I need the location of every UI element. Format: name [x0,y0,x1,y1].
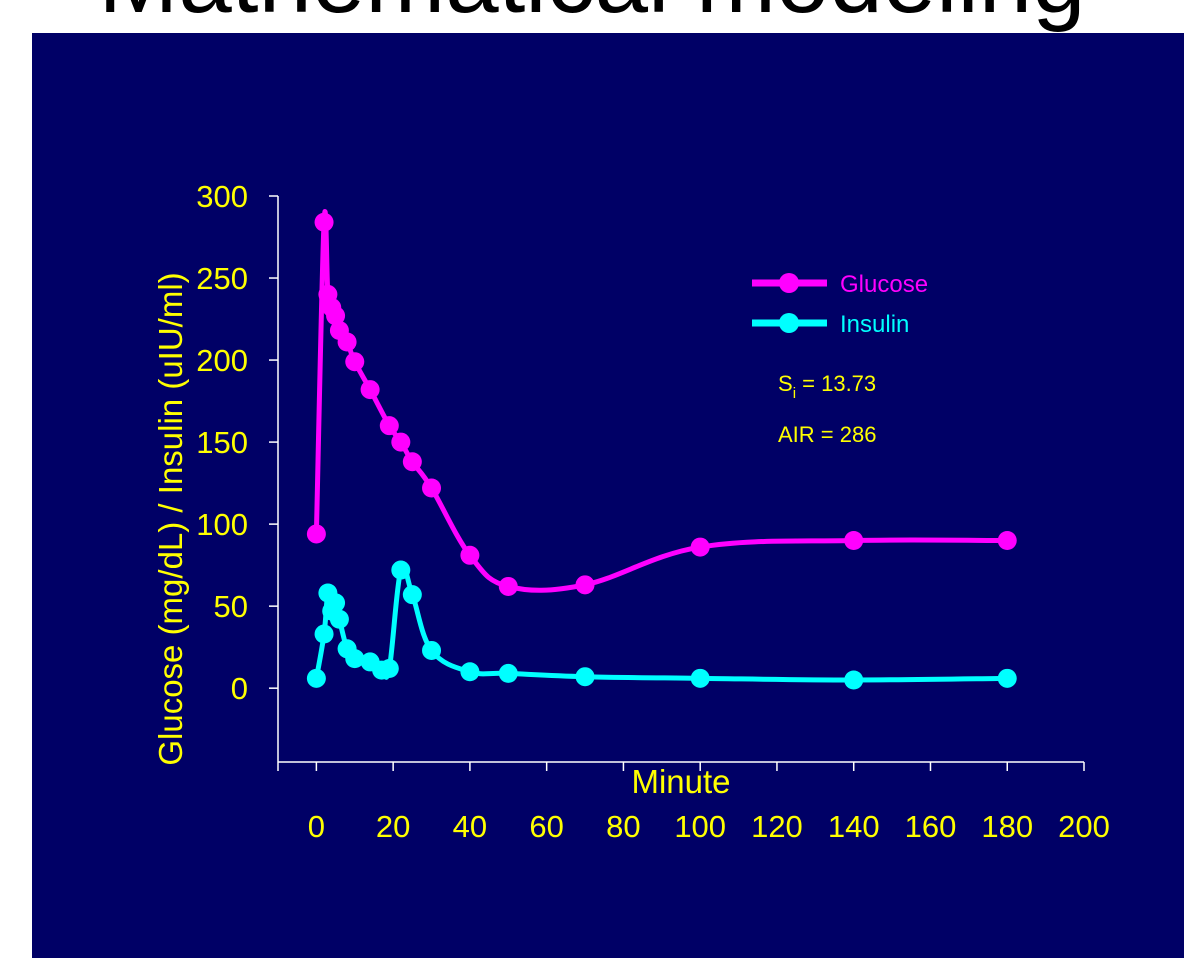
chart-panel: 0 50 100 150 200 250 300 0 20 40 60 80 100 120 140 160 1… [32,33,1184,958]
y-tick-label: 100 [196,507,248,542]
si-value: = 13.73 [796,371,876,396]
legend-item-glucose: Glucose [752,271,928,298]
x-tick-label: 80 [606,809,640,844]
x-tick-label: 60 [529,809,563,844]
si-symbol: S [778,371,793,396]
glucose-point [337,332,357,352]
glucose-point [306,524,326,544]
glucose-point [314,212,334,232]
insulin-point [997,668,1017,688]
axes: 0 50 100 150 200 250 300 0 20 40 60 80 100 120 140 160 1… [196,179,1110,844]
si-annotation: Si = 13.73 [778,371,876,402]
x-tick-label: 180 [981,809,1033,844]
glucose-point [498,576,518,596]
glucose-point [575,575,595,595]
legend-item-insulin: Insulin [752,311,909,338]
chart-svg: 0 50 100 150 200 250 300 0 20 40 60 80 100 120 140 160 1… [152,179,1110,844]
glucose-point [360,380,380,400]
x-tick-label: 0 [308,809,325,844]
insulin-line [313,563,1010,683]
glucose-point [379,416,399,436]
insulin-point [306,668,326,688]
y-tick-label: 0 [231,671,248,706]
insulin-point [391,560,411,580]
glucose-point [844,531,864,551]
x-tick-label: 120 [751,809,803,844]
insulin-point [379,658,399,678]
glucose-point [345,352,365,372]
insulin-point [460,662,480,682]
x-tick-label: 100 [674,809,726,844]
glucose-line [313,209,1010,593]
slide-title: Mathematical modeling [0,0,1184,35]
insulin-point [345,649,365,669]
glucose-point [690,537,710,557]
x-tick-label: 200 [1058,809,1110,844]
glucose-point [997,531,1017,551]
x-tick-label: 140 [828,809,880,844]
glucose-point [326,306,346,326]
insulin-point [402,585,422,605]
air-annotation: AIR = 286 [778,422,876,447]
x-tick-label: 40 [453,809,487,844]
insulin-point [314,624,334,644]
x-axis-title: Minute [631,763,730,800]
y-tick-label: 200 [196,343,248,378]
legend-insulin-marker [779,313,799,333]
legend-glucose-label: Glucose [840,271,928,298]
insulin-point [329,609,349,629]
annotations: Si = 13.73 AIR = 286 [778,371,876,447]
insulin-point [844,670,864,690]
glucose-point [391,432,411,452]
si-subscript: i [793,385,796,402]
insulin-point [422,640,442,660]
x-tick-label: 160 [905,809,957,844]
series-glucose [306,209,1017,596]
x-tick-label: 20 [376,809,410,844]
y-tick-label: 50 [214,589,248,624]
legend-glucose-marker [779,273,799,293]
legend-insulin-label: Insulin [840,311,909,338]
insulin-point [690,668,710,688]
insulin-point [498,663,518,683]
series-group [306,209,1017,690]
y-tick-label: 250 [196,261,248,296]
y-axis-title: Glucose (mg/dL) / Insulin (uIU/ml) [152,272,189,765]
y-tick-label: 150 [196,425,248,460]
series-insulin [306,560,1017,690]
glucose-point [422,478,442,498]
y-tick-label: 300 [196,179,248,214]
insulin-point [326,593,346,613]
glucose-point [402,452,422,472]
glucose-point [460,545,480,565]
insulin-point [575,667,595,687]
legend: Glucose Insulin [752,271,928,338]
